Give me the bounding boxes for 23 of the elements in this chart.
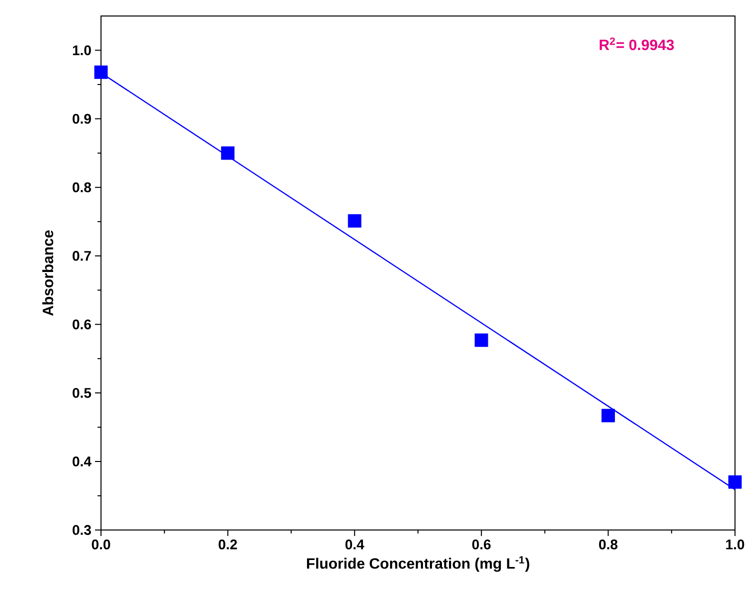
annotation: R$^{2}$= 0.9943 bbox=[600, 38, 674, 50]
point bbox=[94, 65, 108, 79]
x-tick-label: 0.2 bbox=[218, 540, 237, 550]
y-tick-label: 0.6 bbox=[72, 319, 91, 330]
y-tick-label: 0.9 bbox=[72, 114, 91, 124]
y-tick-label: 0.5 bbox=[72, 388, 92, 398]
point bbox=[474, 333, 488, 347]
y-tick-label: 0.3 bbox=[72, 525, 91, 535]
x-tick-label: 0.0 bbox=[92, 540, 110, 550]
y-tick-label: 0.7 bbox=[72, 250, 91, 261]
y-tick-label: 1.0 bbox=[72, 45, 91, 56]
y-tick-label: 0.8 bbox=[72, 182, 92, 192]
x-axis-title: Fluoride Concentration (mg L$^{-1}$) bbox=[307, 556, 530, 572]
x-tick-label: 0.6 bbox=[472, 540, 491, 550]
x-tick-label: 0.8 bbox=[599, 540, 618, 550]
y-tick-label: 0.4 bbox=[72, 456, 92, 466]
point bbox=[728, 475, 742, 489]
point bbox=[221, 146, 234, 160]
y-axis-title: Absorbance bbox=[42, 230, 54, 316]
x-tick-label: 0.4 bbox=[345, 540, 364, 550]
x-tick-label: 1.0 bbox=[726, 540, 744, 550]
point bbox=[602, 408, 615, 422]
point bbox=[348, 214, 362, 228]
